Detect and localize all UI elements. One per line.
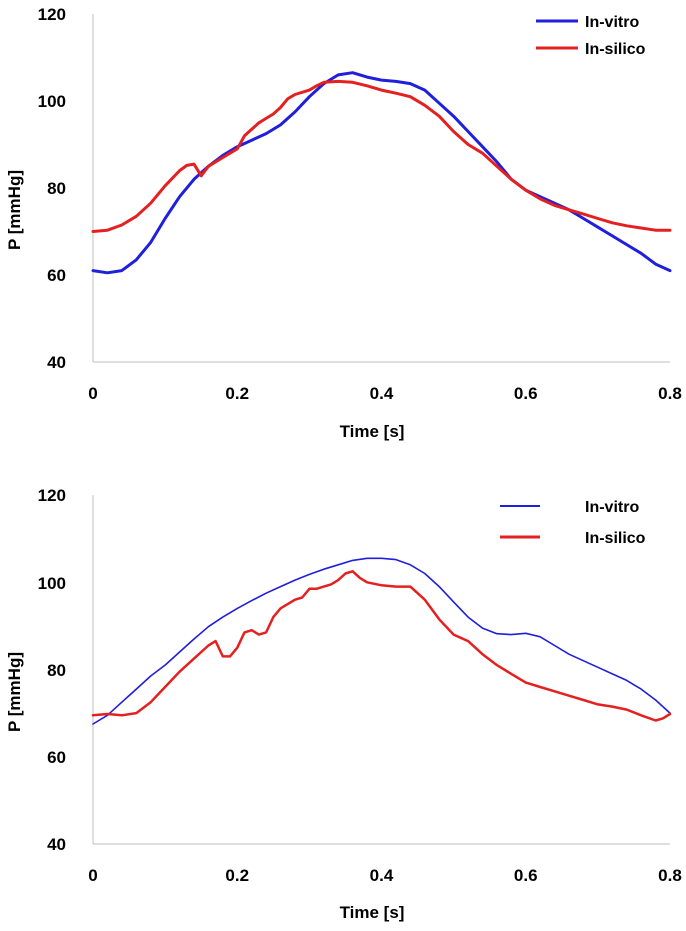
legend-label-in-silico: In-silico	[585, 41, 646, 58]
y-tick-label: 80	[47, 179, 66, 198]
x-tick-label: 0.8	[658, 384, 682, 403]
x-tick-label: 0.6	[514, 866, 538, 885]
y-axis-title: P [mmHg]	[5, 652, 24, 732]
x-tick-label: 0.4	[370, 384, 394, 403]
x-axis-title: Time [s]	[340, 422, 405, 441]
y-tick-label: 40	[47, 353, 66, 372]
y-tick-label: 60	[47, 748, 66, 767]
y-tick-label: 80	[47, 661, 66, 680]
x-tick-label: 0	[88, 384, 97, 403]
legend-label-in-vitro: In-vitro	[585, 14, 639, 31]
y-tick-label: 60	[47, 266, 66, 285]
series-line-in-silico	[91, 570, 672, 722]
y-tick-label: 120	[38, 5, 66, 24]
legend-label-in-silico: In-silico	[585, 530, 646, 547]
x-tick-label: 0.8	[658, 866, 682, 885]
y-axis-title: P [mmHg]	[5, 170, 24, 250]
chart-bottom: 40 60 80 100 120 0 0.2 0.4 0.6 0.8 Time …	[5, 486, 682, 922]
legend: In-vitro In-silico	[500, 499, 646, 547]
x-tick-label: 0.2	[225, 866, 249, 885]
series-line-in-silico	[91, 79, 672, 233]
legend-label-in-vitro: In-vitro	[585, 499, 639, 516]
legend: In-vitro In-silico	[536, 14, 646, 58]
x-tick-label: 0.6	[514, 384, 538, 403]
y-tick-label: 100	[38, 574, 66, 593]
chart-top: 40 60 80 100 120 0 0.2 0.4 0.6 0.8 Time …	[5, 5, 682, 441]
x-tick-label: 0.2	[225, 384, 249, 403]
series-line-in-vitro	[92, 557, 671, 725]
x-tick-label: 0.4	[370, 866, 394, 885]
x-tick-label: 0	[88, 866, 97, 885]
y-tick-label: 40	[47, 835, 66, 854]
x-axis-title: Time [s]	[340, 903, 405, 922]
y-tick-label: 100	[38, 92, 66, 111]
y-tick-label: 120	[38, 486, 66, 505]
